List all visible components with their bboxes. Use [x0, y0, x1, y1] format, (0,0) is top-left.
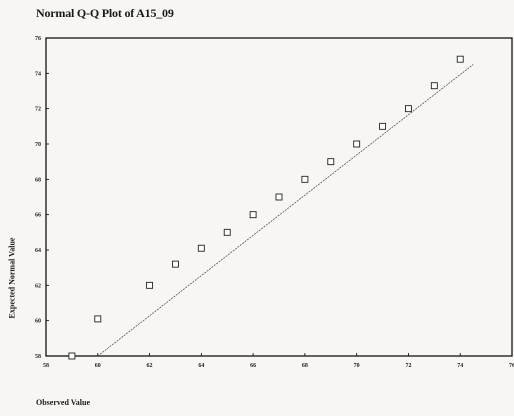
- data-point: [197, 244, 205, 252]
- data-point: [353, 140, 361, 148]
- reference-line-path: [97, 64, 474, 357]
- data-point: [94, 315, 102, 323]
- data-point: [430, 82, 438, 90]
- data-point: [249, 211, 257, 219]
- x-tick-label: 64: [198, 363, 204, 369]
- x-tick-label: 70: [354, 363, 360, 369]
- data-point: [275, 193, 283, 201]
- data-point: [456, 55, 464, 63]
- x-tick-label: 74: [457, 363, 463, 369]
- data-point: [146, 281, 154, 289]
- y-tick-label: 58: [35, 354, 41, 360]
- y-tick-label: 70: [35, 142, 41, 148]
- x-tick-label: 72: [405, 363, 411, 369]
- x-tick-label: 58: [43, 363, 49, 369]
- reference-line: [97, 64, 474, 357]
- data-point: [171, 260, 179, 268]
- data-point: [68, 352, 76, 360]
- x-tick-label: 62: [147, 363, 153, 369]
- data-point: [379, 122, 387, 130]
- data-point: [327, 158, 335, 166]
- data-point: [223, 228, 231, 236]
- y-tick-label: 66: [35, 213, 41, 219]
- plot-border: [45, 37, 513, 357]
- y-tick-label: 76: [35, 36, 41, 42]
- y-tick-label: 60: [35, 319, 41, 325]
- y-tick-label: 64: [35, 248, 41, 254]
- x-tick-label: 66: [250, 363, 256, 369]
- x-axis-ticks: 58 60 62 64 66 68 70 72 74 76: [43, 353, 514, 369]
- x-tick-label: 60: [95, 363, 101, 369]
- data-point: [301, 175, 309, 183]
- plot-frame: [45, 37, 513, 357]
- x-tick-label: 68: [302, 363, 308, 369]
- data-point: [404, 105, 412, 113]
- x-axis-label: Observed Value: [36, 398, 91, 407]
- data-points: [68, 55, 464, 360]
- y-tick-label: 72: [35, 107, 41, 113]
- y-tick-label: 68: [35, 177, 41, 183]
- chart-title: Normal Q-Q Plot of A15_09: [36, 6, 174, 20]
- x-tick-label: 76: [509, 363, 514, 369]
- y-axis-label: Expected Normal Value: [7, 237, 17, 319]
- y-tick-label: 74: [35, 71, 41, 77]
- y-tick-label: 62: [35, 283, 41, 289]
- y-axis-ticks: 58 60 62 64 66 68 70 72 74 76: [35, 36, 49, 360]
